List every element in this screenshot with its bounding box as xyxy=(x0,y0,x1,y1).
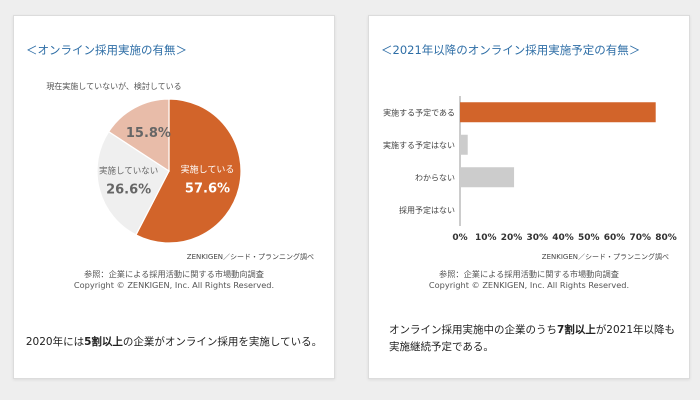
bar xyxy=(460,134,468,155)
pie-slice-value: 15.8% xyxy=(126,126,171,141)
pie-chart-credit: ZENKIGEN／シード・プランニング調べ xyxy=(186,253,314,261)
pie-slice-label: 実施していない xyxy=(99,166,158,177)
pie-slice-value: 26.6% xyxy=(106,183,151,198)
pie-slice xyxy=(96,130,170,236)
caption-text: 2020年には xyxy=(25,336,85,348)
pie-chart: 実施している 57.6% 実施していない 26.6% 15.8% 現在実施していないが、検… xyxy=(46,81,242,244)
x-tick-label: 50% xyxy=(578,233,600,243)
pie-chart-title: ＜オンライン採用実施の有無＞ xyxy=(26,43,187,57)
pie-slice-value: 57.6% xyxy=(185,181,230,196)
bar xyxy=(460,167,515,188)
x-tick-label: 10% xyxy=(475,233,497,243)
caption-line-1: オンライン採用実施中の企業のうち7割以上が2021年以降も xyxy=(389,322,679,339)
bar-reference: 参照：企業による採用活動に関する市場動向調査 Copyright © ZENKI… xyxy=(369,269,689,291)
x-tick-label: 40% xyxy=(552,233,574,243)
reference-line-1: 参照：企業による採用活動に関する市場動向調査 xyxy=(84,269,264,279)
category-label: 実施する予定である xyxy=(383,107,455,117)
copyright-line: Copyright © ZENKIGEN, Inc. All Rights Re… xyxy=(428,280,630,290)
pie-slice xyxy=(135,98,242,244)
pie-reference: 参照：企業による採用活動に関する市場動向調査 Copyright © ZENKI… xyxy=(14,269,334,291)
bar xyxy=(460,102,656,123)
caption-line-2: 実施継続予定である。 xyxy=(389,341,494,353)
pie-slice xyxy=(107,98,170,173)
x-tick-label: 0% xyxy=(452,233,467,243)
category-label: わからない xyxy=(415,173,455,182)
pie-caption: 2020年には5割以上の企業がオンライン採用を実施している。 xyxy=(14,334,334,351)
caption-bold-text: 7割以上 xyxy=(557,324,596,336)
caption-bold-text: 5割以上 xyxy=(84,336,123,348)
x-tick-label: 60% xyxy=(604,233,626,243)
category-label: 採用予定はない xyxy=(399,205,455,215)
x-tick-label: 30% xyxy=(526,233,548,243)
pie-slice-label: 実施している xyxy=(181,163,235,175)
caption-text-end: が2021年以降も xyxy=(595,324,676,336)
bar-chart-title: ＜2021年以降のオンライン採用実施予定の有無＞ xyxy=(381,43,641,57)
copyright-line: Copyright © ZENKIGEN, Inc. All Rights Re… xyxy=(73,280,275,290)
category-label: 実施する予定はない xyxy=(383,140,455,150)
bar-chart-credit: ZENKIGEN／シード・プランニング調べ xyxy=(541,253,669,261)
x-tick-label: 80% xyxy=(655,233,677,243)
bar-caption: オンライン採用実施中の企業のうち7割以上が2021年以降も 実施継続予定である。 xyxy=(389,322,679,356)
reference-line-1: 参照：企業による採用活動に関する市場動向調査 xyxy=(439,269,619,279)
x-tick-label: 20% xyxy=(501,233,523,243)
pie-slice-label: 現在実施していないが、検討している xyxy=(46,81,181,91)
x-tick-label: 70% xyxy=(629,233,651,243)
bar-chart-card: ＜2021年以降のオンライン採用実施予定の有無＞ 実施する予定である 実施する予定… xyxy=(368,15,690,379)
pie-chart-card: ＜オンライン採用実施の有無＞ 実施している 57.6% 実施していない 26.6% 15… xyxy=(13,15,335,379)
caption-text: オンライン採用実施中の企業のうち xyxy=(389,324,557,336)
caption-text-end: の企業がオンライン採用を実施している。 xyxy=(122,336,323,348)
